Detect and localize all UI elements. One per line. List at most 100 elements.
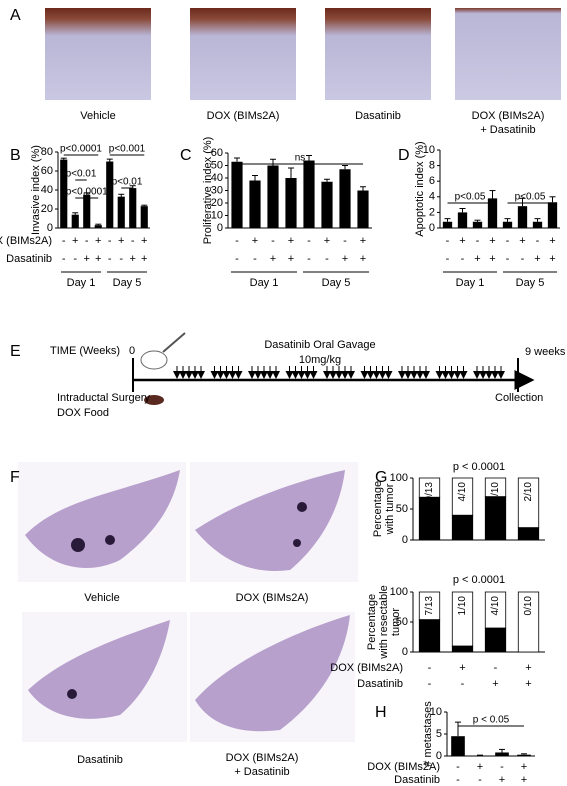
bar <box>442 221 453 228</box>
condition-sign: + <box>141 235 147 247</box>
mouse-icon <box>140 350 168 370</box>
syringe-icon <box>162 332 186 353</box>
bar-segment <box>418 496 441 541</box>
condition-sign: - <box>536 235 540 247</box>
y-tick-label: 40 <box>41 184 53 196</box>
bar-segment <box>517 591 540 653</box>
condition-sign: - <box>325 253 329 265</box>
condition-sign: + <box>521 774 527 786</box>
bar-label: 7/13 <box>424 596 435 616</box>
y-tick-label: 30 <box>211 184 223 196</box>
bar-label: 0/10 <box>523 596 534 616</box>
bar-segment <box>484 496 507 541</box>
annotation: p<0.05 <box>515 192 546 203</box>
y-tick-label: 80 <box>41 146 53 158</box>
caption: + Dasatinib <box>480 124 535 136</box>
condition-sign: + <box>72 235 78 247</box>
condition-sign: - <box>307 253 311 265</box>
timeline-end: 9 weeks <box>525 346 566 358</box>
bar <box>547 202 558 228</box>
bar <box>339 169 351 228</box>
bar-segment <box>484 591 507 629</box>
tumor <box>67 689 77 699</box>
row-label: Dasatinib <box>394 774 440 786</box>
row-label: Dasatinib <box>357 678 403 690</box>
row-label: DOX (BIMs2A) <box>367 761 440 773</box>
condition-sign: + <box>534 253 540 265</box>
condition-sign: - <box>446 253 450 265</box>
bar <box>457 212 468 228</box>
wholemount-tissue <box>28 620 170 719</box>
condition-sign: + <box>519 235 525 247</box>
bar-label: 2/10 <box>523 482 534 502</box>
y-tick-label: 5 <box>436 728 442 740</box>
condition-sign: + <box>474 253 480 265</box>
annotation: p < 0.0001 <box>453 461 505 473</box>
bar <box>517 206 528 228</box>
condition-sign: + <box>270 253 276 265</box>
tumor <box>297 502 307 512</box>
y-axis-label: Invasive index (%) <box>30 145 42 235</box>
group-label: Day 5 <box>516 277 545 289</box>
condition-sign: - <box>428 662 432 674</box>
y-tick-label: 8 <box>429 160 435 172</box>
y-tick-label: 0 <box>429 222 435 234</box>
condition-sign: + <box>141 253 147 265</box>
y-tick-label: 10 <box>423 144 435 156</box>
condition-sign: - <box>119 253 123 265</box>
bar <box>357 190 369 228</box>
bar <box>83 194 91 228</box>
condition-sign: - <box>456 761 460 773</box>
bar-segment <box>451 591 474 647</box>
y-tick-label: 100 <box>390 586 408 598</box>
condition-sign: + <box>489 235 495 247</box>
timeline-start: 0 <box>129 345 135 357</box>
y-tick-label: 0 <box>436 750 442 762</box>
event-label: DOX Food <box>57 407 109 419</box>
panel-label: D <box>398 147 410 164</box>
y-axis-label: Percentage <box>366 594 378 650</box>
bar <box>117 196 125 228</box>
condition-sign: + <box>489 253 495 265</box>
bar-segment <box>484 627 507 653</box>
condition-sign: + <box>521 761 527 773</box>
bar-segment <box>418 477 441 498</box>
event-label: Collection <box>495 392 543 404</box>
food-icon <box>144 395 164 405</box>
y-tick-label: 20 <box>211 197 223 209</box>
condition-sign: - <box>131 235 135 247</box>
condition-sign: + <box>549 235 555 247</box>
treatment-label: Dasatinib Oral Gavage <box>264 339 375 351</box>
bar <box>231 161 243 228</box>
bar-label: 4/10 <box>490 596 501 616</box>
caption: DOX (BIMs2A) <box>472 110 545 122</box>
caption: Vehicle <box>80 110 115 122</box>
condition-sign: + <box>492 678 498 690</box>
bar <box>267 165 279 228</box>
bar <box>285 178 297 228</box>
bar-label: 7/10 <box>490 482 501 502</box>
group-label: Day 1 <box>67 277 96 289</box>
y-axis-label: # metastases <box>422 701 434 767</box>
condition-sign: - <box>446 235 450 247</box>
row-label: Dasatinib <box>6 253 52 265</box>
y-tick-label: 40 <box>211 172 223 184</box>
panel-label: G <box>375 469 387 486</box>
bar <box>60 159 68 228</box>
condition-sign: + <box>130 253 136 265</box>
bar-segment <box>517 527 540 541</box>
condition-sign: - <box>521 253 525 265</box>
bar-segment <box>418 591 441 621</box>
caption: + Dasatinib <box>234 766 289 778</box>
bar <box>517 754 531 756</box>
bar <box>71 214 79 228</box>
y-axis-label: Apoptotic index (%) <box>414 141 426 236</box>
bar <box>472 221 483 228</box>
condition-sign: - <box>500 761 504 773</box>
y-tick-label: 0 <box>217 222 223 234</box>
bar-segment <box>484 477 507 498</box>
annotation: p<0.01 <box>112 177 143 188</box>
panel-label: A <box>10 7 21 24</box>
panel-label: B <box>10 147 21 164</box>
annotation: p<0.0001 <box>60 144 102 155</box>
